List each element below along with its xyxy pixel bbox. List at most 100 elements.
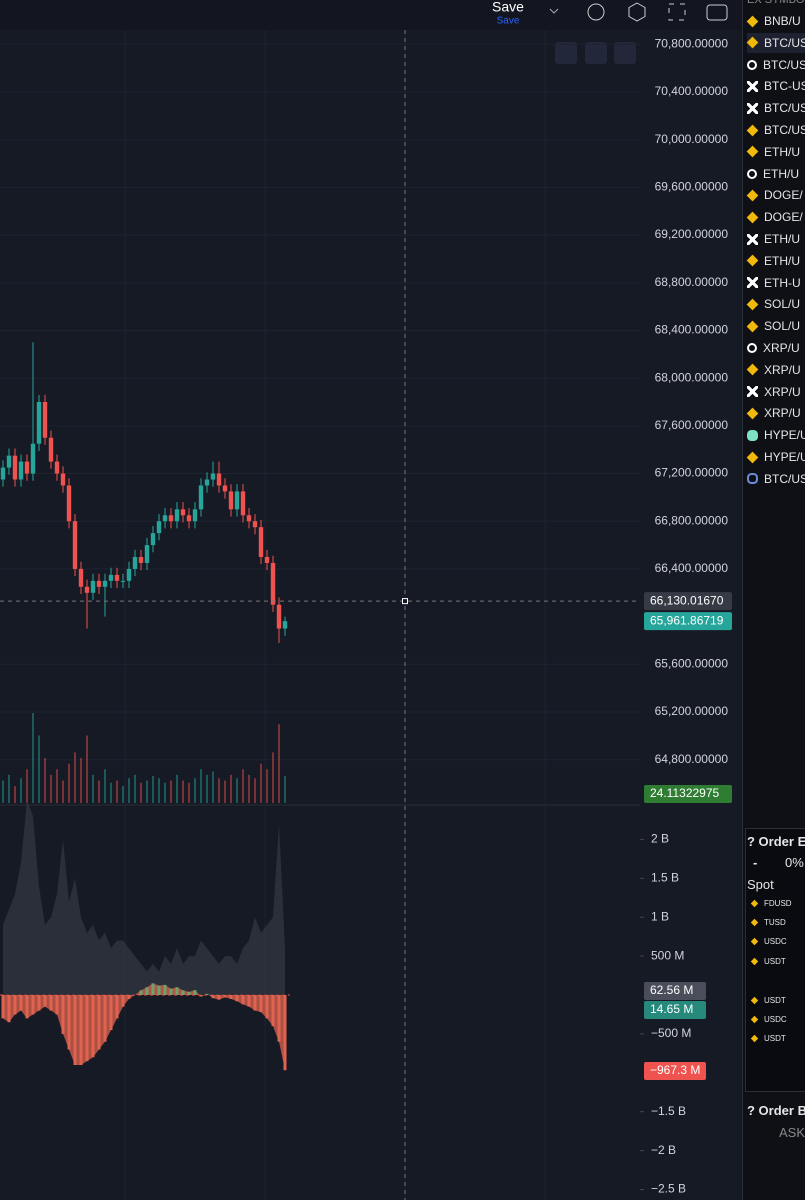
volume-bar [194,778,196,803]
symbol-row[interactable]: XRP/U [747,382,801,402]
symbol-row[interactable]: ETH/U [747,229,800,249]
symbol-row[interactable]: XRP/U [746,360,801,380]
symbol-row[interactable]: DOGE/ [746,207,803,227]
net-bar [43,994,47,1007]
candle-body [54,461,60,474]
candle-body [108,574,114,581]
volume-bar [80,758,82,803]
symbol-row[interactable]: BTC/US [746,32,805,53]
symbol-row[interactable]: HYPE/U [746,447,805,467]
candle-body [276,604,282,629]
symbol: BTC/US [764,123,805,137]
volume-bar [152,776,154,803]
symbol-row[interactable]: BTC/US [747,469,805,489]
fullscreen-icon[interactable] [668,3,686,21]
symbol: HYPE/U [764,450,805,464]
volume-bar [32,713,34,803]
camera-icon[interactable] [706,4,728,21]
volume-bar [218,778,220,803]
net-bar [229,994,233,999]
net-bar [259,994,263,1013]
net-bar [55,994,59,1015]
symbol-row[interactable]: HYPE/U [747,425,805,445]
net-bar [67,994,71,1050]
volume-bar [26,769,28,803]
dropdown[interactable] [549,8,559,14]
net-bar [49,994,53,1011]
symbol-row[interactable]: XRP/U [747,338,800,358]
exchange-icon [747,343,757,353]
symbol: DOGE/ [764,188,803,203]
symbol-row[interactable]: SOL/U [746,294,800,314]
save-button[interactable]: Save [492,0,524,15]
net-bar [211,994,215,999]
coin: TUSD [764,917,786,927]
symbol: HYPE/U [764,428,805,443]
exchange-icon [747,473,758,485]
volume-bar [176,774,178,803]
ind-tick-label: −500 M [651,1026,691,1040]
exchange-icon [746,298,759,311]
symbol-row[interactable]: ETH/U [746,251,800,271]
net-bar [127,994,131,999]
y-tick-label: 69,600.00000 [655,180,729,194]
candle-body [12,455,18,480]
y-tick-label: 68,000.00000 [655,370,729,384]
symbol-row[interactable]: SOL/U [746,316,800,336]
candle-body [258,527,264,557]
exchange-icon [746,145,759,158]
candle-body [180,509,186,516]
candle-body [96,580,102,587]
y-tick-label: 64,800.00000 [655,752,729,766]
candle-body [186,515,192,522]
symbol-row[interactable]: ETH/U [746,142,800,162]
symbol-row[interactable]: BTC/US [746,120,805,140]
collapse-button[interactable] [585,42,607,64]
coin-icon [750,918,759,926]
y-tick-label: 65,200.00000 [655,704,729,718]
volume-bar [242,769,244,803]
volume-bar [128,778,130,803]
symbol-row[interactable]: BTC/US [747,55,805,75]
candle-body [72,521,78,569]
symbol: BTC/US [763,57,805,72]
exchange-icon [746,407,759,420]
symbol-row[interactable]: DOGE/ [746,185,803,205]
reset-button[interactable] [614,42,636,64]
exchange-icon [747,168,757,179]
symbol: BTC-US [764,79,805,94]
net-bar [25,994,29,1019]
coin-icon [750,937,759,945]
symbol-row[interactable]: ETH/U [747,164,799,184]
orderbook-row: USDC [750,1009,787,1029]
net-bar [85,994,89,1062]
symbol-row[interactable]: BTC/US [747,98,805,118]
symbol-row[interactable]: XRP/U [746,403,801,423]
net-bar [277,994,281,1042]
candle-body [228,491,234,510]
y-tick-label: 70,000.00000 [655,132,729,146]
candle-body [162,515,168,522]
exchange-icon [746,36,759,49]
y-tick-label: 67,200.00000 [655,466,729,480]
coin: FDUSD [764,898,792,908]
symbol-row[interactable]: ETH-U [747,273,801,293]
net-bar [181,990,185,995]
volume-bar [98,780,100,803]
scroll-button[interactable] [555,42,577,64]
net-bar [253,994,257,1011]
orderbook-row: USDT [750,1028,786,1048]
ind-label-bg [644,1062,706,1080]
candle-body [198,485,204,510]
candle-body [174,509,180,522]
symbol-row[interactable]: BTC-US [747,76,805,96]
symbol: ETH-U [764,275,801,290]
ind-tick-label: 1.5 B [651,870,679,884]
exchange-icon [747,429,758,441]
alert-icon[interactable] [587,3,605,21]
volume-bar [260,763,262,803]
symbol-row[interactable]: BNB/U [746,11,801,31]
candle-body [222,485,228,492]
settings-icon[interactable] [628,2,646,22]
